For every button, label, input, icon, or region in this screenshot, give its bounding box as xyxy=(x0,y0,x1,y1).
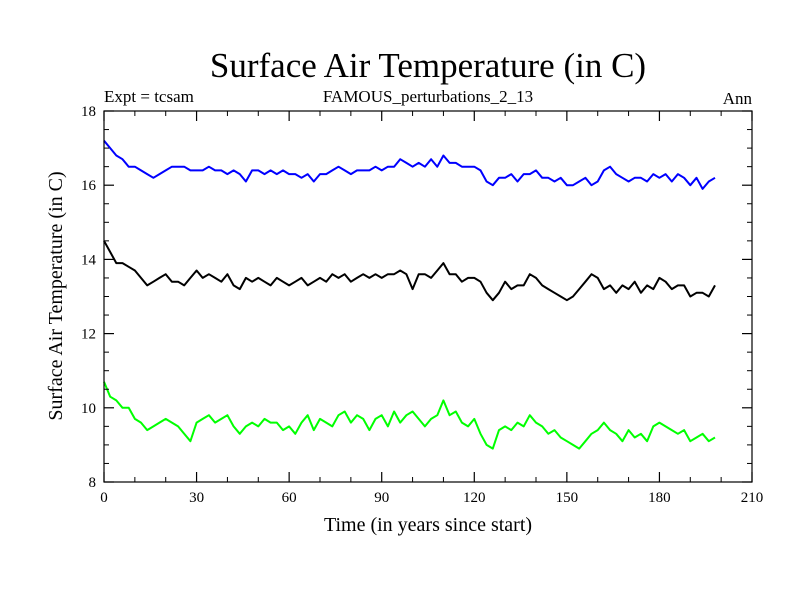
subtitle-left: Expt = tcsam xyxy=(104,87,194,106)
x-axis-label: Time (in years since start) xyxy=(324,514,532,536)
subtitle-right: Ann xyxy=(723,89,753,108)
axis-layer: 0 30 60 90 120 150 180 210 8 10 12 14 16 18 xyxy=(81,104,763,506)
y-tick-label: 8 xyxy=(89,475,97,491)
y-tick-label: 14 xyxy=(81,252,97,268)
x-tick-label: 60 xyxy=(282,490,297,506)
series-black-line xyxy=(103,240,716,302)
y-tick-label: 10 xyxy=(81,401,96,417)
subtitle-center: FAMOUS_perturbations_2_13 xyxy=(323,87,533,106)
x-tick-label: 90 xyxy=(374,490,389,506)
x-tick-label: 0 xyxy=(100,490,108,506)
chart-title: Surface Air Temperature (in C) xyxy=(210,46,646,85)
x-tick-label: 180 xyxy=(648,490,671,506)
series-layer xyxy=(103,140,716,450)
y-tick-label: 12 xyxy=(81,327,96,343)
series-blue-line xyxy=(103,140,716,190)
x-tick-label: 210 xyxy=(741,490,764,506)
series-green-line xyxy=(103,381,716,450)
x-tick-label: 120 xyxy=(463,490,486,506)
x-tick-label: 30 xyxy=(189,490,204,506)
y-tick-label: 18 xyxy=(81,104,96,120)
y-tick-label: 16 xyxy=(81,178,97,194)
x-tick-label: 150 xyxy=(556,490,579,506)
y-axis-label: Surface Air Temperature (in C) xyxy=(45,171,67,420)
